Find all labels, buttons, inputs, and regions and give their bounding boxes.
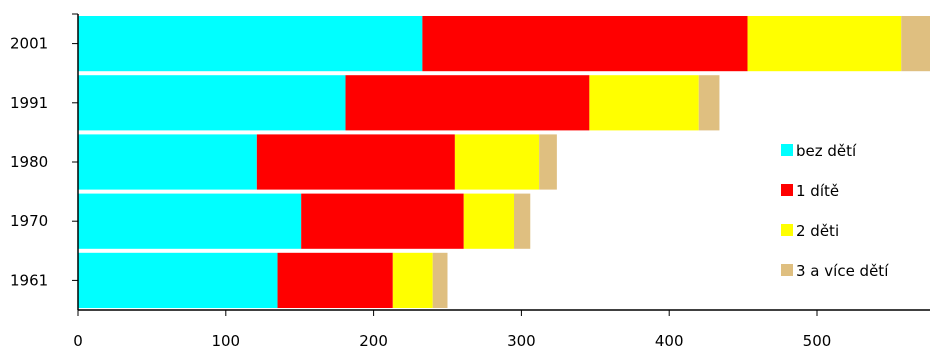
ticks-layer: 2001 1991 1980 1970 1961 0 100 200 300 400 500 xyxy=(10,35,831,350)
bar-1980-series-2 xyxy=(454,134,540,190)
y-tick-label-1991: 1991 xyxy=(10,94,48,112)
bar-1970-series-3 xyxy=(514,193,531,249)
bar-1961-series-2 xyxy=(392,252,433,308)
x-tick-label-100: 100 xyxy=(211,332,240,350)
legend-swatch-0 xyxy=(781,144,793,156)
bar-1980-series-0 xyxy=(78,134,257,190)
bar-1980-series-1 xyxy=(256,134,455,190)
bar-2001-series-0 xyxy=(78,16,423,72)
bar-1980-series-3 xyxy=(539,134,557,190)
legend-label-2: 2 děti xyxy=(796,222,839,240)
legend-label-3: 3 a více dětí xyxy=(796,262,889,280)
bar-1991-series-0 xyxy=(78,75,346,131)
legend-label-1: 1 dítě xyxy=(796,182,839,200)
y-tick-label-1970: 1970 xyxy=(10,212,48,230)
bar-1961-series-3 xyxy=(432,252,448,308)
bar-1991-series-2 xyxy=(589,75,699,131)
bar-2001-series-1 xyxy=(422,16,748,72)
bar-1961-series-0 xyxy=(78,252,278,308)
bar-2001-series-2 xyxy=(747,16,902,72)
legend: bez dětí 1 dítě 2 děti 3 a více dětí xyxy=(781,142,889,280)
x-tick-label-200: 200 xyxy=(359,332,388,350)
legend-swatch-1 xyxy=(781,184,793,196)
y-tick-label-2001: 2001 xyxy=(10,35,48,53)
bar-1970-series-2 xyxy=(463,193,515,249)
legend-label-0: bez dětí xyxy=(796,142,857,160)
bars-layer xyxy=(78,16,930,308)
x-tick-label-400: 400 xyxy=(655,332,684,350)
bar-2001-series-3 xyxy=(901,16,930,72)
x-tick-label-0: 0 xyxy=(73,332,83,350)
axes-layer xyxy=(72,13,930,316)
x-tick-label-300: 300 xyxy=(507,332,536,350)
bar-1961-series-1 xyxy=(277,252,393,308)
y-tick-label-1961: 1961 xyxy=(10,271,48,289)
bar-1991-series-3 xyxy=(698,75,720,131)
legend-swatch-3 xyxy=(781,264,793,276)
bar-1970-series-0 xyxy=(78,193,302,249)
y-tick-label-1980: 1980 xyxy=(10,153,48,171)
legend-swatch-2 xyxy=(781,224,793,236)
bar-1970-series-1 xyxy=(301,193,464,249)
x-tick-label-500: 500 xyxy=(803,332,832,350)
bar-1991-series-1 xyxy=(345,75,590,131)
